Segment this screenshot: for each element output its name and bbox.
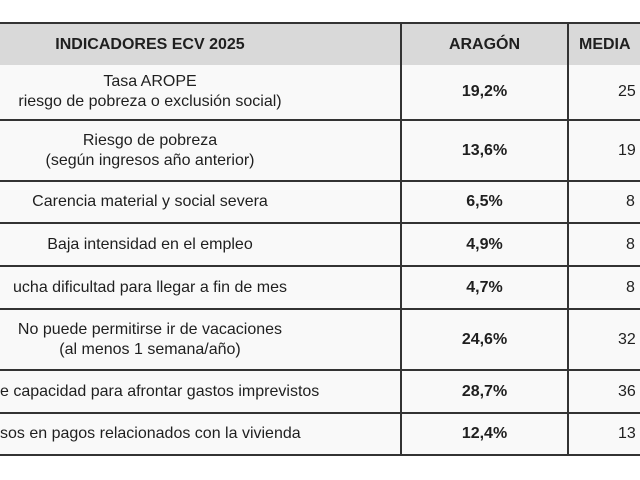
indicator-label: sos en pagos relacionados con la viviend…	[0, 425, 301, 442]
indicator-label: Riesgo de pobreza	[82, 131, 218, 149]
table-row: e capacidad para afrontar gastos imprevi…	[0, 371, 640, 414]
aragon-value-cell: 28,7%	[400, 371, 567, 412]
media-value-cell: 8	[567, 182, 640, 222]
indicator-label: (según ingresos año anterior)	[45, 151, 255, 169]
media-value-cell: 36	[567, 371, 640, 412]
table-row: No puede permitirse ir de vacaciones (al …	[0, 310, 640, 371]
indicator-cell: e capacidad para afrontar gastos imprevi…	[0, 371, 320, 412]
table-row: sos en pagos relacionados con la viviend…	[0, 414, 640, 456]
indicator-label: riesgo de pobreza o exclusión social)	[18, 93, 282, 110]
header-media-label: MEDIA	[579, 35, 631, 53]
media-value-cell: 32	[567, 310, 640, 369]
aragon-value-cell: 4,7%	[400, 267, 567, 308]
aragon-value: 19,2%	[461, 83, 508, 100]
header-aragon: ARAGÓN	[400, 24, 567, 65]
aragon-value: 4,7%	[466, 278, 503, 296]
indicator-label: No puede permitirse ir de vacaciones	[17, 320, 283, 338]
media-value-cell: 8	[567, 224, 640, 265]
aragon-value-cell: 12,4%	[400, 414, 567, 454]
aragon-value: 6,5%	[466, 193, 503, 210]
aragon-value-cell: 13,6%	[400, 121, 567, 180]
header-media: MEDIA	[567, 24, 640, 65]
indicator-label: e capacidad para afrontar gastos imprevi…	[0, 382, 320, 400]
media-value-cell: 25	[567, 65, 640, 119]
media-value: 8	[626, 278, 635, 296]
media-value: 13	[618, 425, 636, 442]
aragon-value-cell: 4,9%	[400, 224, 567, 265]
media-value: 8	[626, 235, 635, 253]
table-row: Tasa AROPE riesgo de pobreza o exclusión …	[0, 65, 640, 121]
table-header: INDICADORES ECV 2025 ARAGÓN MEDIA	[0, 22, 640, 67]
indicator-cell: sos en pagos relacionados con la viviend…	[0, 414, 301, 454]
aragon-value-cell: 6,5%	[400, 182, 567, 222]
media-value-cell: 8	[567, 267, 640, 308]
indicator-cell: Baja intensidad en el empleo	[0, 224, 300, 265]
aragon-value-cell: 24,6%	[400, 310, 567, 369]
media-value-cell: 13	[567, 414, 640, 454]
aragon-value: 12,4%	[461, 425, 508, 442]
aragon-value: 28,7%	[461, 382, 508, 400]
media-value: 19	[618, 141, 636, 159]
indicator-cell: No puede permitirse ir de vacaciones (al …	[0, 310, 300, 369]
indicator-cell: Tasa AROPE riesgo de pobreza o exclusión …	[0, 65, 300, 119]
indicator-label: (al menos 1 semana/año)	[59, 340, 241, 358]
media-value-cell: 19	[567, 121, 640, 180]
media-value: 8	[626, 193, 635, 210]
table-row: Carencia material y social severa 6,5% 8	[0, 182, 640, 224]
table-row: Riesgo de pobreza (según ingresos año ant…	[0, 121, 640, 182]
aragon-value: 13,6%	[461, 141, 508, 159]
indicator-label: Baja intensidad en el empleo	[47, 235, 253, 253]
indicator-label: Tasa AROPE	[103, 73, 197, 90]
media-value: 36	[618, 382, 636, 400]
indicator-label: ucha dificultad para llegar a fin de mes	[13, 278, 287, 296]
indicator-cell: Riesgo de pobreza (según ingresos año ant…	[0, 121, 300, 180]
table-row: Baja intensidad en el empleo 4,9% 8	[0, 224, 640, 267]
header-aragon-label: ARAGÓN	[448, 35, 521, 53]
aragon-value: 24,6%	[461, 330, 508, 348]
indicator-cell: ucha dificultad para llegar a fin de mes	[0, 267, 300, 308]
media-value: 32	[618, 330, 636, 348]
table-row: ucha dificultad para llegar a fin de mes…	[0, 267, 640, 310]
aragon-value: 4,9%	[466, 235, 503, 253]
indicator-cell: Carencia material y social severa	[0, 182, 300, 222]
media-value: 25	[618, 83, 636, 100]
aragon-value-cell: 19,2%	[400, 65, 567, 119]
indicator-label: Carencia material y social severa	[32, 193, 268, 210]
header-indicators: INDICADORES ECV 2025	[0, 24, 300, 65]
header-indicators-label: INDICADORES ECV 2025	[55, 35, 245, 53]
